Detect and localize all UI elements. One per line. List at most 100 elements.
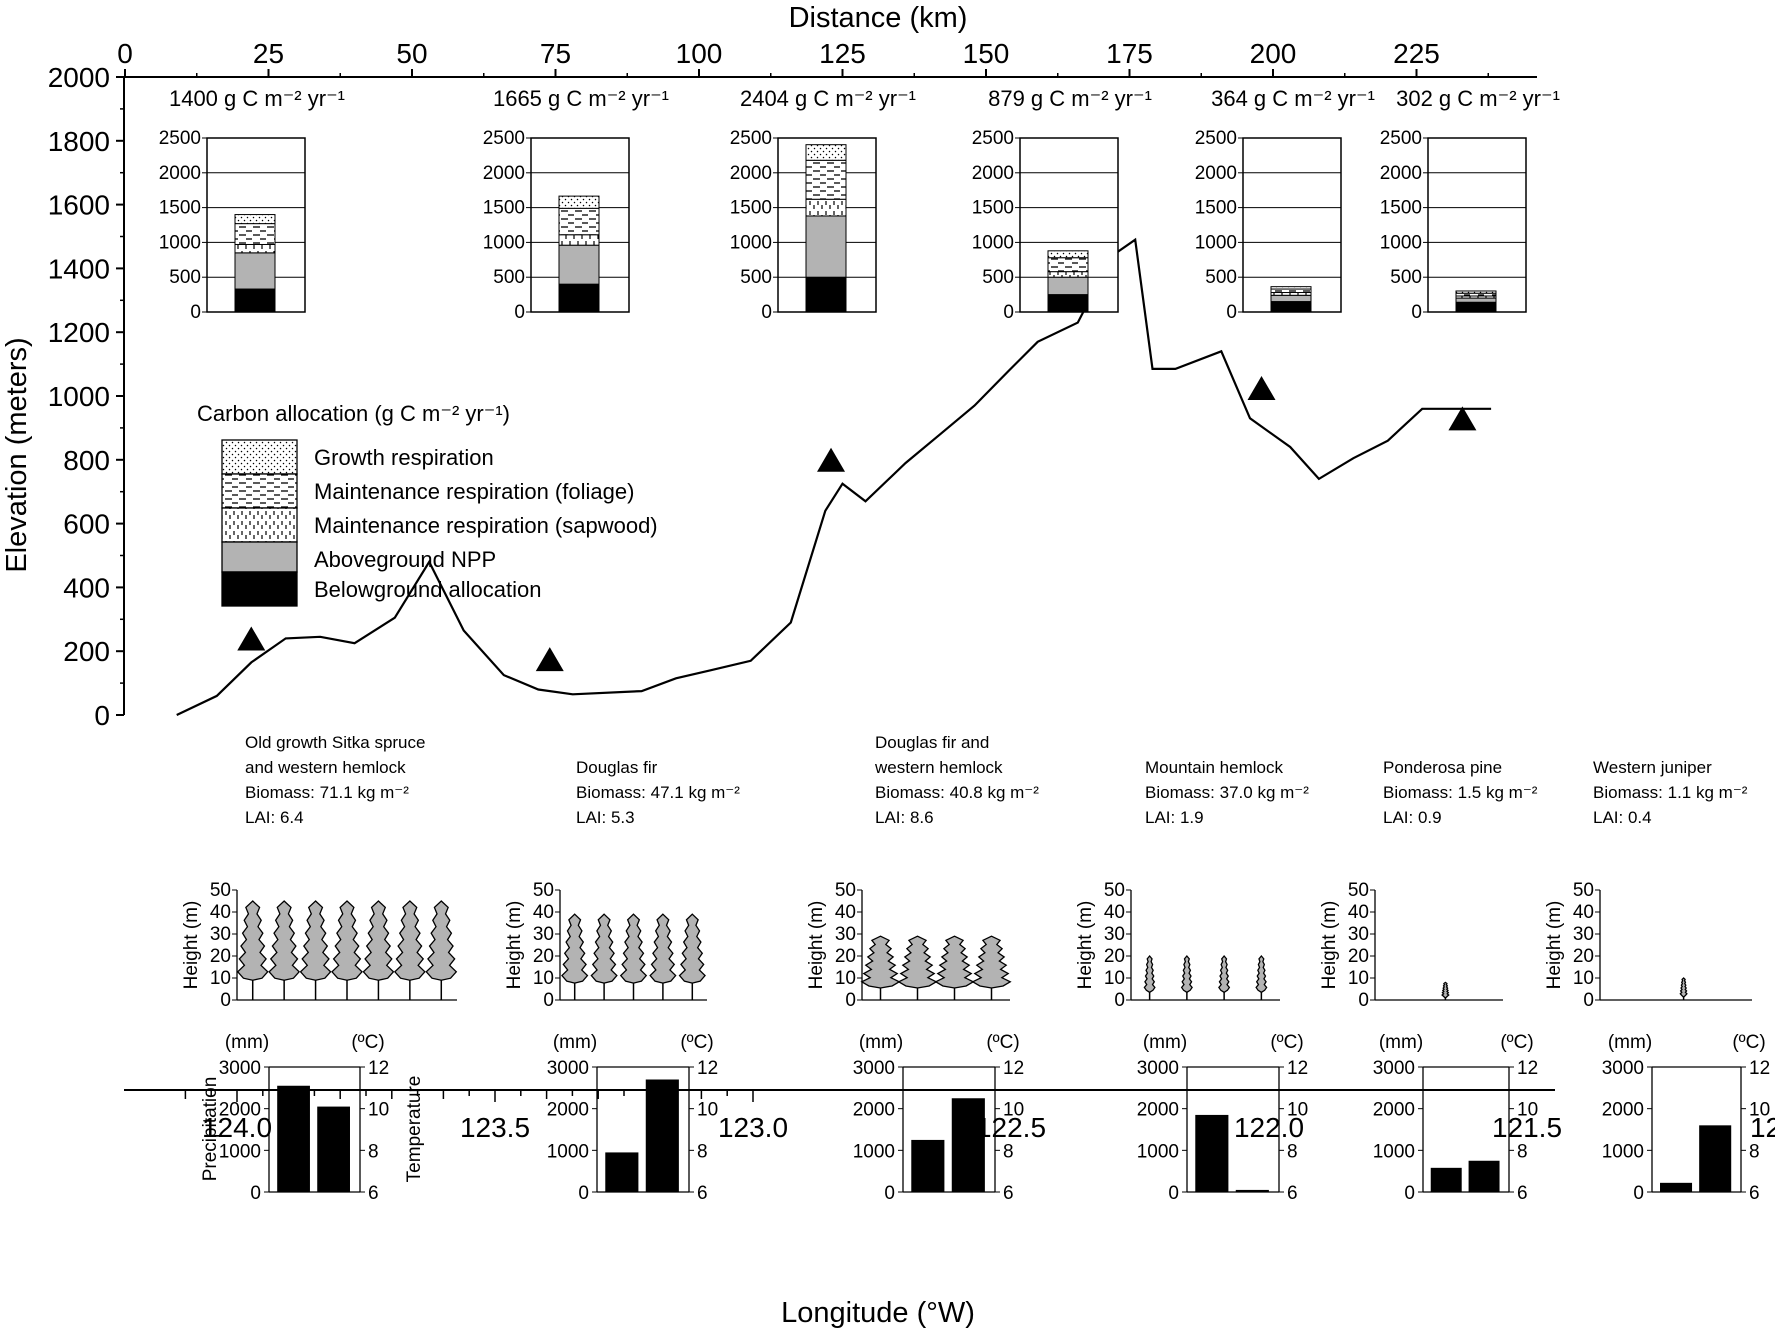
stand-description: Western juniper bbox=[1593, 758, 1712, 777]
tree-crown bbox=[268, 900, 301, 981]
precip-tick-label: 3000 bbox=[1373, 1058, 1415, 1079]
allocation-segment-growth bbox=[558, 195, 600, 209]
allocation-tick-label: 1500 bbox=[1195, 198, 1237, 219]
stand-insets: Old growth Sitka spruce and western hemlo… bbox=[181, 733, 1752, 1011]
tree-crown bbox=[425, 900, 458, 981]
temp-tick-label: 6 bbox=[1003, 1183, 1014, 1204]
allocation-tick-label: 2000 bbox=[483, 163, 525, 184]
legend-label: Aboveground NPP bbox=[314, 547, 496, 572]
y-tick-label: 1400 bbox=[48, 253, 110, 284]
top-tick-label: 25 bbox=[253, 38, 284, 69]
precip-tick-label: 2000 bbox=[1602, 1100, 1644, 1121]
height-tick-label: 0 bbox=[845, 990, 856, 1011]
allocation-total-label: 879 g C m⁻² yr⁻¹ bbox=[988, 86, 1152, 111]
allocation-segment-maint-foliage bbox=[805, 159, 847, 200]
legend-swatch bbox=[221, 439, 298, 475]
stand-description: Mountain hemlock bbox=[1145, 758, 1283, 777]
height-tick-label: 0 bbox=[1114, 990, 1125, 1011]
temp-unit: (ºC) bbox=[680, 1032, 713, 1053]
stand-description: and western hemlock bbox=[245, 758, 406, 777]
legend-label: Growth respiration bbox=[314, 445, 494, 470]
height-tick-label: 50 bbox=[1348, 880, 1369, 901]
precip-tick-label: 3000 bbox=[1137, 1058, 1179, 1079]
stand-inset: Ponderosa pine Biomass: 1.5 kg m⁻² LAI: 0.… bbox=[1319, 758, 1538, 1011]
height-tick-label: 30 bbox=[1348, 924, 1369, 945]
height-tick-label: 50 bbox=[835, 880, 856, 901]
allocation-segment-growth bbox=[1270, 286, 1312, 290]
temp-tick-label: 10 bbox=[1003, 1100, 1024, 1121]
allocation-segment-aboveground-npp bbox=[1047, 276, 1089, 296]
allocation-segment-growth bbox=[805, 144, 847, 161]
allocation-tick-label: 2000 bbox=[730, 163, 772, 184]
climate-inset: (mm) (ºC) 0 1000 2000 3000 6 8 10 12 bbox=[547, 1032, 718, 1204]
precip-tick-label: 2000 bbox=[1137, 1100, 1179, 1121]
precip-unit: (mm) bbox=[1379, 1032, 1423, 1053]
height-tick-label: 30 bbox=[1573, 924, 1594, 945]
precip-tick-label: 2000 bbox=[547, 1100, 589, 1121]
allocation-segment-maint-sapwood bbox=[1047, 271, 1089, 278]
height-tick-label: 10 bbox=[1573, 968, 1594, 989]
precipitation-bar bbox=[605, 1152, 639, 1192]
tree-crown bbox=[897, 935, 938, 989]
allocation-tick-label: 1000 bbox=[1380, 232, 1422, 253]
legend-label: Maintenance respiration (sapwood) bbox=[314, 513, 658, 538]
stand-description: Douglas fir bbox=[576, 758, 658, 777]
temp-tick-label: 10 bbox=[1287, 1100, 1308, 1121]
longitude-tick-label: 123.0 bbox=[718, 1112, 788, 1143]
site-triangle bbox=[237, 626, 266, 651]
height-axis-label: Height (m) bbox=[1075, 901, 1096, 990]
allocation-tick-label: 0 bbox=[190, 302, 201, 323]
allocation-segment-maint-foliage bbox=[234, 223, 276, 245]
height-tick-label: 10 bbox=[210, 968, 231, 989]
temp-unit: (ºC) bbox=[1732, 1032, 1765, 1053]
allocation-tick-label: 2500 bbox=[730, 128, 772, 149]
y-tick-label: 1200 bbox=[48, 317, 110, 348]
allocation-inset: 2404 g C m⁻² yr⁻¹ 0 500 1000 1500 2000 2500 bbox=[730, 86, 916, 323]
precipitation-bar bbox=[1195, 1114, 1229, 1192]
allocation-tick-label: 0 bbox=[1003, 302, 1014, 323]
tree-crown bbox=[1441, 981, 1450, 1000]
y-tick-label: 400 bbox=[63, 572, 110, 603]
y-tick-label: 2000 bbox=[48, 62, 110, 93]
temp-unit: (ºC) bbox=[986, 1032, 1019, 1053]
allocation-tick-label: 1500 bbox=[159, 198, 201, 219]
top-tick-label: 125 bbox=[819, 38, 866, 69]
precip-tick-label: 0 bbox=[578, 1183, 589, 1204]
height-tick-label: 20 bbox=[210, 946, 231, 967]
climate-inset: (mm) (ºC) 0 1000 2000 3000 6 8 10 12 bbox=[1602, 1032, 1770, 1204]
allocation-tick-label: 500 bbox=[1390, 267, 1422, 288]
stand-description: Biomass: 40.8 kg m⁻² bbox=[875, 783, 1039, 802]
allocation-tick-label: 2500 bbox=[972, 128, 1014, 149]
tree-crown bbox=[561, 913, 589, 984]
allocation-total-label: 302 g C m⁻² yr⁻¹ bbox=[1396, 86, 1560, 111]
allocation-tick-label: 500 bbox=[982, 267, 1014, 288]
stand-description: Ponderosa pine bbox=[1383, 758, 1502, 777]
precip-unit: (mm) bbox=[1608, 1032, 1652, 1053]
height-tick-label: 40 bbox=[1573, 902, 1594, 923]
y-tick-label: 800 bbox=[63, 445, 110, 476]
legend-label: Belowground allocation bbox=[314, 577, 542, 602]
height-tick-label: 0 bbox=[220, 990, 231, 1011]
tree-crown bbox=[619, 913, 648, 984]
precip-tick-label: 1000 bbox=[1137, 1141, 1179, 1162]
allocation-tick-label: 0 bbox=[761, 302, 772, 323]
stand-inset: Mountain hemlock Biomass: 37.0 kg m⁻² LAI:… bbox=[1075, 758, 1309, 1011]
elevation-line bbox=[176, 237, 1492, 716]
precip-tick-label: 0 bbox=[1633, 1183, 1644, 1204]
tree-crown bbox=[236, 900, 269, 981]
top-tick-label: 225 bbox=[1393, 38, 1440, 69]
temp-tick-label: 6 bbox=[697, 1183, 708, 1204]
precip-tick-label: 0 bbox=[1168, 1183, 1179, 1204]
temp-tick-label: 12 bbox=[368, 1058, 389, 1079]
temp-tick-label: 10 bbox=[1749, 1100, 1770, 1121]
height-tick-label: 10 bbox=[1348, 968, 1369, 989]
allocation-tick-label: 500 bbox=[740, 267, 772, 288]
allocation-segment-aboveground-npp bbox=[805, 215, 847, 278]
allocation-tick-label: 0 bbox=[514, 302, 525, 323]
top-tick-label: 150 bbox=[963, 38, 1010, 69]
tree-crown bbox=[649, 913, 677, 984]
stand-inset: Douglas fir Biomass: 47.1 kg m⁻² LAI: 5.3 0… bbox=[504, 758, 740, 1011]
height-tick-label: 40 bbox=[533, 902, 554, 923]
allocation-segment-growth bbox=[1047, 250, 1089, 259]
